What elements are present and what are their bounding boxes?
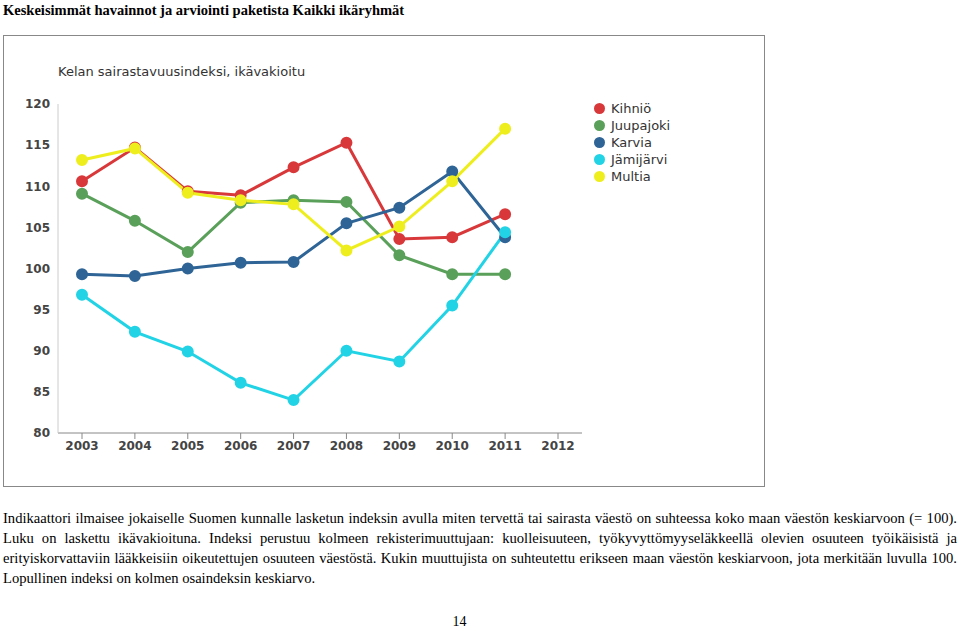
svg-text:2011: 2011 bbox=[488, 439, 521, 453]
html-text:Indikaattori ilmaisee jokaisel: Indikaattori ilmaisee jokaiselle Suomen … bbox=[3, 510, 957, 586]
svg-text:2009: 2009 bbox=[383, 439, 416, 453]
svg-text:105: 105 bbox=[25, 221, 50, 235]
svg-text:115: 115 bbox=[25, 138, 50, 152]
svg-text:110: 110 bbox=[25, 180, 50, 194]
svg-text:80: 80 bbox=[33, 426, 50, 440]
svg-text:2008: 2008 bbox=[330, 439, 363, 453]
svg-text:95: 95 bbox=[33, 303, 50, 317]
html-text:14: 14 bbox=[452, 614, 467, 629]
html-text:Kelan sairastavuusindeksi, ikä: Kelan sairastavuusindeksi, ikävakioitu bbox=[58, 64, 306, 79]
html-text:Multia: Multia bbox=[611, 169, 651, 184]
svg-text:2003: 2003 bbox=[65, 439, 98, 453]
html-text:Jämijärvi: Jämijärvi bbox=[611, 152, 668, 167]
svg-text:2004: 2004 bbox=[118, 439, 151, 453]
html-text:Keskeisimmät havainnot ja arvi: Keskeisimmät havainnot ja arviointi pake… bbox=[3, 2, 405, 18]
svg-text:2005: 2005 bbox=[171, 439, 204, 453]
svg-text:120: 120 bbox=[25, 97, 50, 111]
svg-text:100: 100 bbox=[25, 262, 50, 276]
svg-text:2010: 2010 bbox=[436, 439, 469, 453]
html-text:Kihniö: Kihniö bbox=[611, 101, 652, 116]
svg-text:90: 90 bbox=[33, 344, 50, 358]
svg-text:2007: 2007 bbox=[277, 439, 310, 453]
html-text:Juupajoki: Juupajoki bbox=[611, 118, 671, 133]
html-text:Karvia: Karvia bbox=[611, 135, 652, 150]
svg-text:85: 85 bbox=[33, 385, 50, 399]
svg-text:2012: 2012 bbox=[541, 439, 574, 453]
svg-text:2006: 2006 bbox=[224, 439, 257, 453]
